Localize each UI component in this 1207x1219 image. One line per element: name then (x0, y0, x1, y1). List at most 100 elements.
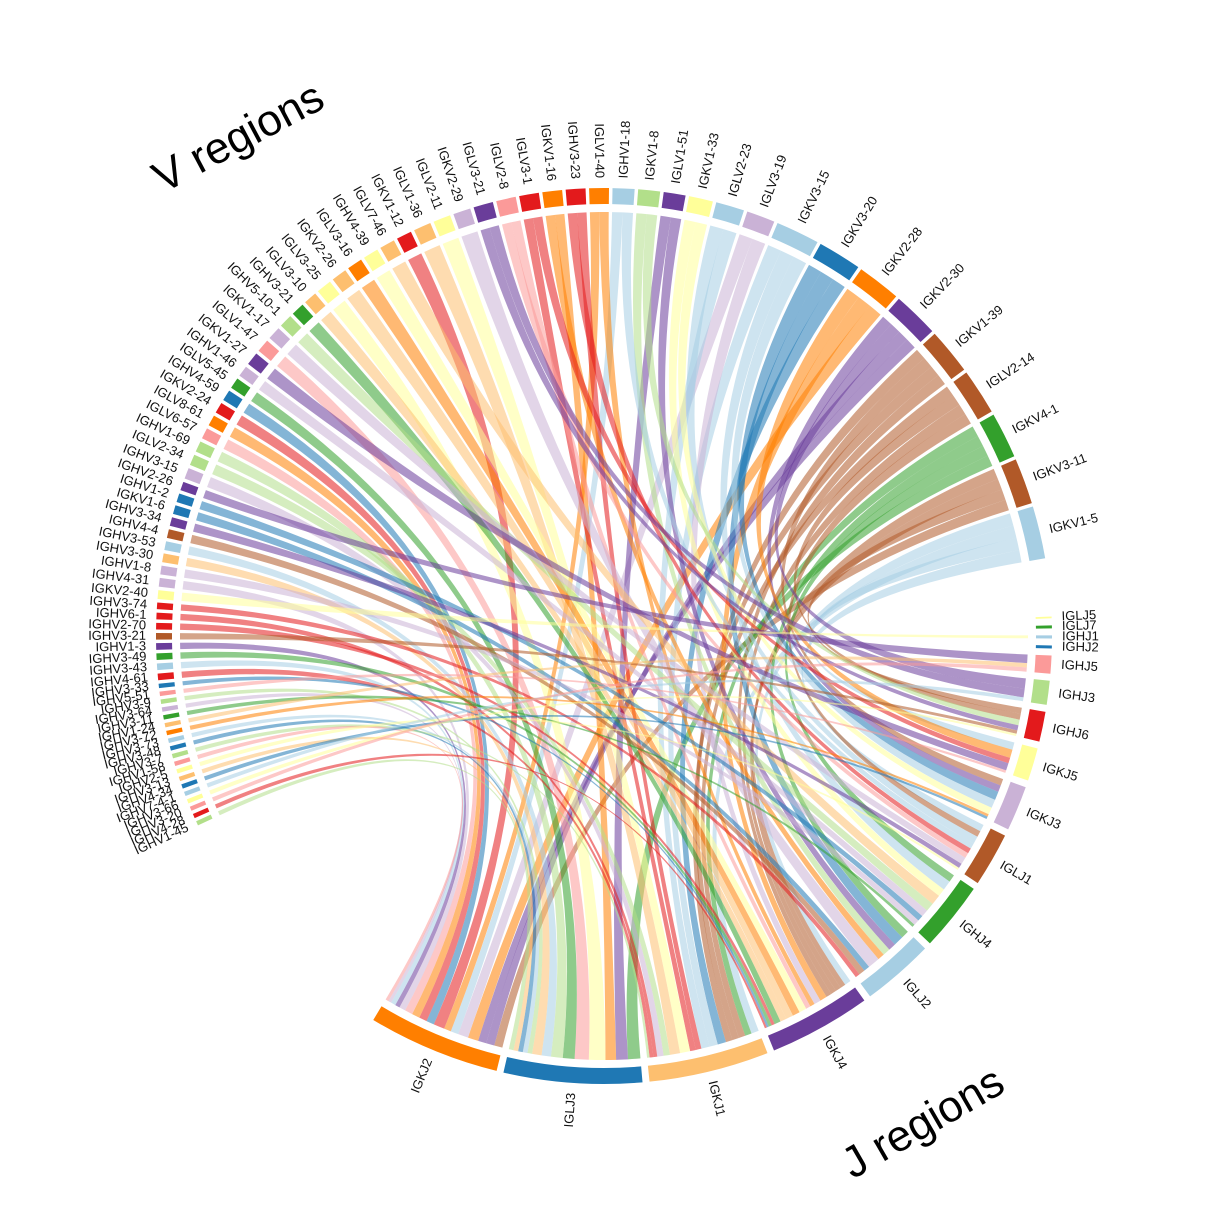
v-segment-arc-52 (160, 565, 178, 577)
v-segment-arc-50 (164, 541, 182, 554)
v-segment-arc-66 (161, 704, 179, 712)
v-segment-arc-5 (888, 298, 933, 343)
v-segment-arc-44 (184, 468, 204, 485)
v-segment-arc-10 (712, 202, 744, 226)
j-segment-label-14: IGLJ3 (561, 1092, 578, 1128)
v-regions-title: V regions (145, 72, 332, 203)
v-segment-label-3: IGLV2-14 (983, 349, 1037, 391)
j-segment-label-6: IGHJ6 (1051, 720, 1090, 742)
v-segment-arc-63 (158, 682, 175, 689)
v-segment-label-9: IGLV3-19 (756, 153, 789, 209)
v-segment-label-65: IGHV3-9 (100, 695, 152, 717)
v-segment-label-63: IGHV3-33 (90, 679, 149, 700)
v-segment-arc-22 (433, 215, 456, 237)
ribbon-72 (258, 381, 928, 917)
v-segment-arc-38 (223, 390, 243, 409)
v-segment-arc-47 (172, 505, 191, 519)
j-segment-label-0: IGLJ5 (1061, 607, 1096, 623)
v-segment-arc-55 (156, 602, 174, 611)
v-segment-label-13: IGKV1-8 (642, 130, 662, 181)
v-segment-arc-64 (159, 689, 176, 697)
v-segment-label-8: IGKV3-15 (794, 168, 832, 226)
v-segment-arc-58 (156, 633, 173, 640)
v-segment-arc-61 (156, 662, 174, 671)
v-segment-arc-76 (181, 779, 198, 789)
v-segment-arc-3 (953, 372, 992, 420)
v-segment-arc-31 (292, 304, 314, 326)
v-segment-arc-62 (157, 672, 175, 681)
j-segment-label-13: IGKJ1 (706, 1079, 729, 1118)
v-segment-arc-67 (163, 712, 180, 720)
v-segment-label-57: IGHV2-70 (88, 616, 146, 632)
v-segment-arc-59 (156, 642, 173, 650)
v-segment-arc-78 (186, 793, 204, 804)
v-segment-label-2: IGKV4-1 (1010, 401, 1061, 437)
v-segment-label-64: IGHV5-51 (91, 687, 150, 709)
j-segment-label-11: IGLJ2 (900, 975, 934, 1011)
v-segment-label-58: IGHV3-21 (88, 628, 146, 643)
j-segment-arc-10 (918, 879, 974, 944)
j-segment-label-12: IGKJ4 (820, 1033, 851, 1072)
v-segment-arc-15 (589, 188, 610, 205)
v-segment-arc-11 (686, 196, 713, 217)
v-segment-arc-17 (542, 189, 564, 209)
v-segment-arc-81 (196, 814, 213, 826)
j-segment-arc-7 (1012, 744, 1038, 781)
j-segment-label-2: IGHJ1 (1062, 628, 1099, 643)
j-segment-arc-0 (1035, 616, 1052, 619)
v-segment-arc-72 (171, 749, 189, 759)
ribbon-68 (298, 333, 933, 911)
v-segment-arc-68 (164, 719, 182, 728)
v-segment-label-62: IGHV4-61 (90, 669, 149, 689)
j-segment-arc-2 (1035, 635, 1052, 639)
v-segment-arc-57 (156, 622, 173, 630)
j-segment-arc-15 (373, 1006, 501, 1071)
v-segment-arc-41 (201, 428, 222, 446)
v-segment-arc-56 (156, 612, 173, 620)
j-segment-arc-3 (1035, 645, 1052, 649)
v-segment-arc-9 (742, 211, 775, 237)
v-segment-arc-80 (192, 807, 210, 819)
j-segment-label-9: IGLJ1 (998, 857, 1036, 887)
v-segment-arc-69 (166, 727, 183, 736)
v-segment-arc-18 (519, 192, 542, 212)
v-segment-arc-24 (397, 231, 418, 253)
j-segment-arc-4 (1034, 654, 1052, 674)
v-segment-arc-21 (453, 208, 475, 230)
v-segment-label-10: IGLV2-23 (725, 142, 755, 199)
v-segment-arc-77 (183, 786, 201, 797)
ribbon-2 (809, 537, 1020, 750)
ribbon-32 (731, 256, 996, 808)
v-segment-label-14: IGHV1-18 (615, 120, 633, 178)
v-segment-label-54: IGKV2-40 (91, 580, 149, 600)
v-segment-label-55: IGHV3-74 (89, 593, 148, 612)
v-segment-arc-73 (173, 757, 191, 766)
v-segment-label-15: IGLV1-40 (592, 123, 608, 178)
segment-arcs-layer (156, 188, 1052, 1085)
v-segment-arc-28 (332, 270, 355, 293)
ribbon-15 (787, 414, 981, 837)
v-segment-label-60: IGHV3-49 (88, 649, 146, 667)
v-segment-arc-16 (565, 188, 587, 206)
v-segment-label-0: IGKV1-5 (1048, 510, 1100, 536)
v-segment-arc-42 (195, 441, 215, 459)
v-segment-arc-54 (157, 590, 175, 601)
v-segment-label-56: IGHV6-1 (96, 605, 147, 622)
ribbon-113 (206, 679, 1024, 788)
j-segment-label-5: IGHJ3 (1057, 686, 1095, 706)
v-segment-arc-79 (189, 800, 207, 811)
v-segment-arc-37 (231, 378, 251, 397)
j-segment-label-1: IGLJ7 (1062, 617, 1097, 633)
ribbon-58 (442, 237, 691, 1054)
v-segment-arc-75 (178, 771, 196, 782)
v-segment-label-16: IGHV3-23 (565, 121, 584, 180)
j-segment-label-10: IGHJ4 (957, 917, 995, 952)
j-segment-label-4: IGHJ5 (1061, 657, 1099, 674)
v-segment-arc-2 (979, 414, 1015, 463)
j-segment-arc-1 (1035, 625, 1052, 629)
ribbon-11 (626, 455, 993, 1060)
v-segment-arc-23 (414, 223, 437, 245)
j-segment-label-3: IGHJ2 (1062, 639, 1099, 655)
ribbon-63 (361, 279, 800, 1016)
v-segment-arc-46 (176, 493, 195, 507)
